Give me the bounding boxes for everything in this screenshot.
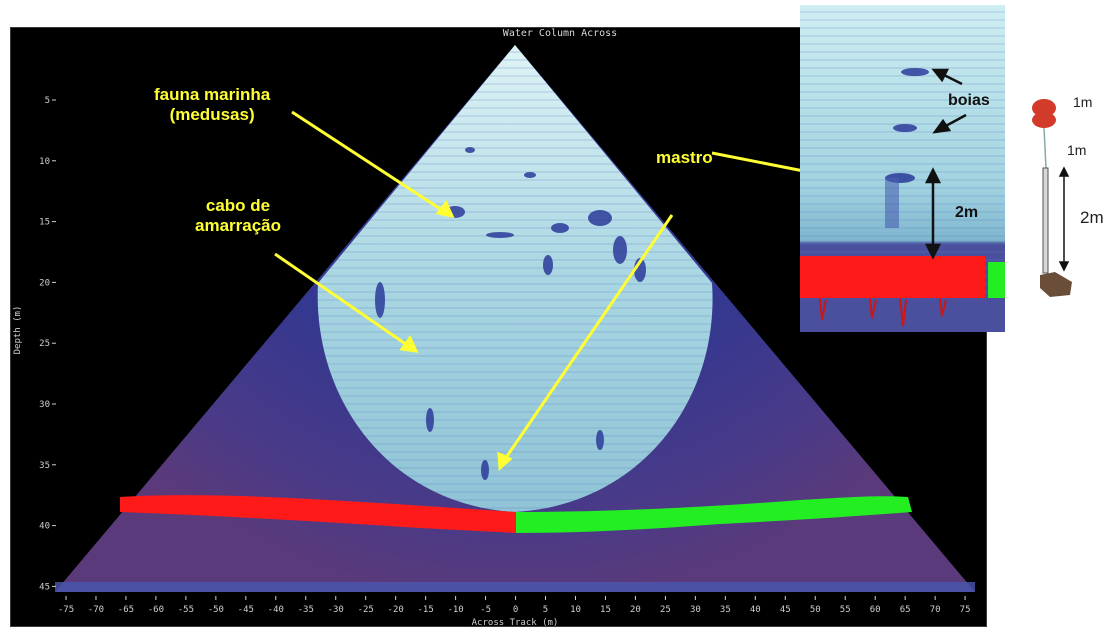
x-tick-label: 5 [543,605,548,615]
cabo-label: cabo de amarração [195,196,281,236]
x-axis: -75 -70 -65 -60 -55 -50 -45 -40 -35 -30 -25 -20 -15-… [58,596,971,628]
x-tick-label: 65 [900,605,911,615]
x-tick-label: 15 [600,605,611,615]
cabo-label-line1: cabo de [205,196,271,215]
inset-zoom [800,5,1005,332]
y-tick-label: 25 [39,339,50,349]
x-tick-label: -35 [298,605,314,615]
y-tick-label: 30 [39,400,50,410]
x-tick-label: 55 [840,605,851,615]
x-tick-label: -50 [208,605,224,615]
x-axis-title: Across Track (m) [472,618,559,628]
fauna-label: fauna marinha (medusas) [154,85,270,125]
x-tick-label: 0 [513,605,518,615]
x-tick-label: -25 [358,605,374,615]
y-axis: Depth (m) 5 10 15 20 25 30 35 40 45 [13,96,56,592]
y-tick-label: 5 [45,96,50,106]
y-tick-label: 10 [39,157,50,167]
x-tick-label: -10 [447,605,463,615]
x-tick-label: 20 [630,605,641,615]
y-axis-title: Depth (m) [13,306,23,355]
mooring-label-bottom: 2m [1080,208,1104,227]
x-tick-label: 35 [720,605,731,615]
x-tick-label: -75 [58,605,74,615]
x-tick-label: -30 [328,605,344,615]
fauna-label-line2: (medusas) [169,105,255,124]
starboard-bottom-detection [516,496,912,533]
x-tick-label: 10 [570,605,581,615]
anchor-weight [1040,272,1072,297]
buoy-bottom [1032,112,1056,128]
port-bottom-detection [120,495,516,533]
y-tick-label: 45 [39,582,50,592]
x-tick-label: -55 [178,605,194,615]
x-tick-label: 25 [660,605,671,615]
x-tick-label: 50 [810,605,821,615]
x-tick-label: 75 [960,605,971,615]
mastro-label: mastro [656,148,713,167]
y-tick-label: 40 [39,522,50,532]
inset-height-label: 2m [955,204,979,221]
x-tick-label: 70 [930,605,941,615]
seafloor-noise-row [55,582,975,592]
y-tick-label: 15 [39,218,50,228]
x-tick-label: -5 [480,605,491,615]
y-tick-label: 35 [39,461,50,471]
water-column-targets [375,147,646,480]
x-tick-label: -70 [88,605,104,615]
x-tick-label: -60 [148,605,164,615]
cabo-label-line2: amarração [195,216,282,235]
x-tick-label: 40 [750,605,761,615]
mooring-label-top: 1m [1073,94,1093,110]
x-tick-label: -40 [268,605,284,615]
x-tick-label: -15 [418,605,434,615]
x-tick-label: 30 [690,605,701,615]
boias-label: boias [948,92,990,109]
mast-pole [1042,167,1049,274]
fauna-label-line1: fauna marinha [154,85,271,104]
mooring-label-mid: 1m [1067,142,1087,158]
x-tick-label: -65 [118,605,134,615]
x-tick-label: -45 [238,605,254,615]
x-tick-label: -20 [388,605,404,615]
panel-title: Water Column Across [502,28,618,39]
buoy-top [1032,99,1056,117]
x-tick-label: 45 [780,605,791,615]
mooring-diagram [1032,99,1072,297]
water-column-rings [317,45,713,512]
x-tick-label: 60 [870,605,881,615]
y-tick-label: 20 [39,278,50,288]
